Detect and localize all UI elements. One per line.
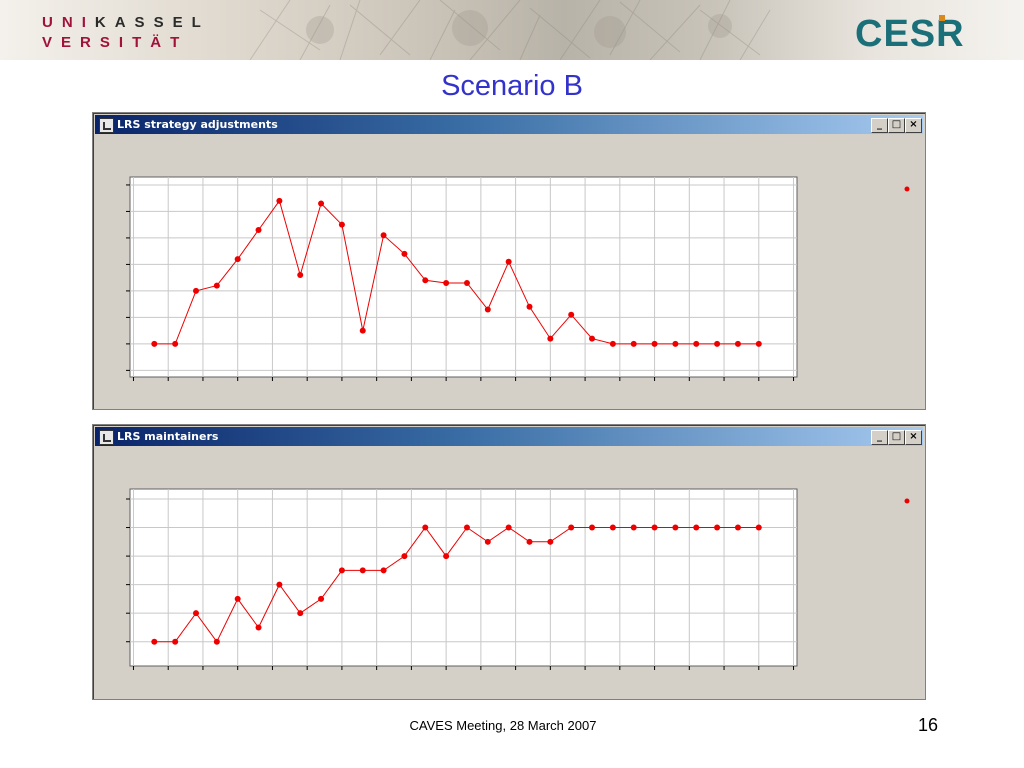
data-point [568,311,575,318]
chart-window-maintainers[interactable]: LRS maintainers _ □ × [92,424,926,700]
data-point [755,524,762,531]
data-point [568,524,575,531]
data-point [172,340,179,347]
data-point [193,610,200,617]
cesr-logo-text: CESR [855,13,965,51]
data-point [672,524,679,531]
data-point [255,624,262,631]
plot-area [129,488,798,667]
data-point [547,538,554,545]
data-point [714,524,721,531]
window-app-icon [99,118,114,133]
cesr-logo: CESR [855,13,965,51]
data-point [318,595,325,602]
page-number: 16 [917,715,938,735]
data-point [526,303,533,310]
data-point [630,524,637,531]
cesr-logo-accent [939,15,945,21]
data-point [422,524,429,531]
logo-row-2: VERSITÄT [42,34,189,51]
data-point [380,232,387,239]
data-point [401,553,408,560]
data-point [463,524,470,531]
data-point [338,221,345,228]
data-point [380,567,387,574]
data-point [505,258,512,265]
window-title: LRS strategy adjustments [117,118,278,131]
data-point [401,250,408,257]
data-point [276,197,283,204]
data-point [172,638,179,645]
data-point [693,340,700,347]
window-titlebar[interactable]: LRS strategy adjustments _ □ × [95,115,923,134]
data-point [193,287,200,294]
plot-area [129,176,798,378]
data-point [297,272,304,279]
data-point [589,524,596,531]
data-point [318,200,325,207]
data-point [255,226,262,233]
legend-marker [904,186,910,192]
window-app-icon [99,430,114,445]
data-point [526,538,533,545]
data-point [151,340,158,347]
data-point [609,340,616,347]
window-titlebar[interactable]: LRS maintainers _ □ × [95,427,923,446]
data-point [714,340,721,347]
data-point [213,638,220,645]
slide-title: Scenario B [441,70,583,102]
data-point [609,524,616,531]
data-point [672,340,679,347]
data-point [151,638,158,645]
data-point [651,524,658,531]
data-point [755,340,762,347]
series-line [154,526,759,643]
data-point [734,524,741,531]
university-kassel-logo: UNIKASSEL VERSITÄT [42,12,212,52]
data-point [734,340,741,347]
maximize-button[interactable]: □ [888,430,905,445]
banner-background-image [249,0,771,60]
data-point [505,524,512,531]
data-point [213,282,220,289]
chart-window-strategy-adjustments[interactable]: LRS strategy adjustments _ □ × [92,112,926,410]
header-banner: UNIKASSEL VERSITÄT CESR [0,0,1024,60]
logo-row-1: UNIKASSEL [42,14,210,31]
maximize-button[interactable]: □ [888,118,905,133]
close-button[interactable]: × [905,118,922,133]
minimize-button[interactable]: _ [871,118,888,133]
data-point [276,581,283,588]
data-point [651,340,658,347]
data-point [297,610,304,617]
window-title: LRS maintainers [117,430,219,443]
data-point [443,279,450,286]
data-point [463,279,470,286]
data-point [547,335,554,342]
legend-marker [904,498,910,504]
chart-strategy-adjustments [126,176,910,381]
footer-text: CAVES Meeting, 28 March 2007 [409,718,597,733]
data-point [234,256,241,263]
minimize-button[interactable]: _ [871,430,888,445]
close-button[interactable]: × [905,430,922,445]
data-point [443,553,450,560]
data-point [338,567,345,574]
data-point [484,306,491,313]
data-point [422,277,429,284]
data-point [484,538,491,545]
data-point [234,595,241,602]
data-point [693,524,700,531]
data-point [359,567,366,574]
data-point [359,327,366,334]
chart-maintainers [126,488,910,670]
data-point [630,340,637,347]
series-line [154,199,759,345]
data-point [589,335,596,342]
